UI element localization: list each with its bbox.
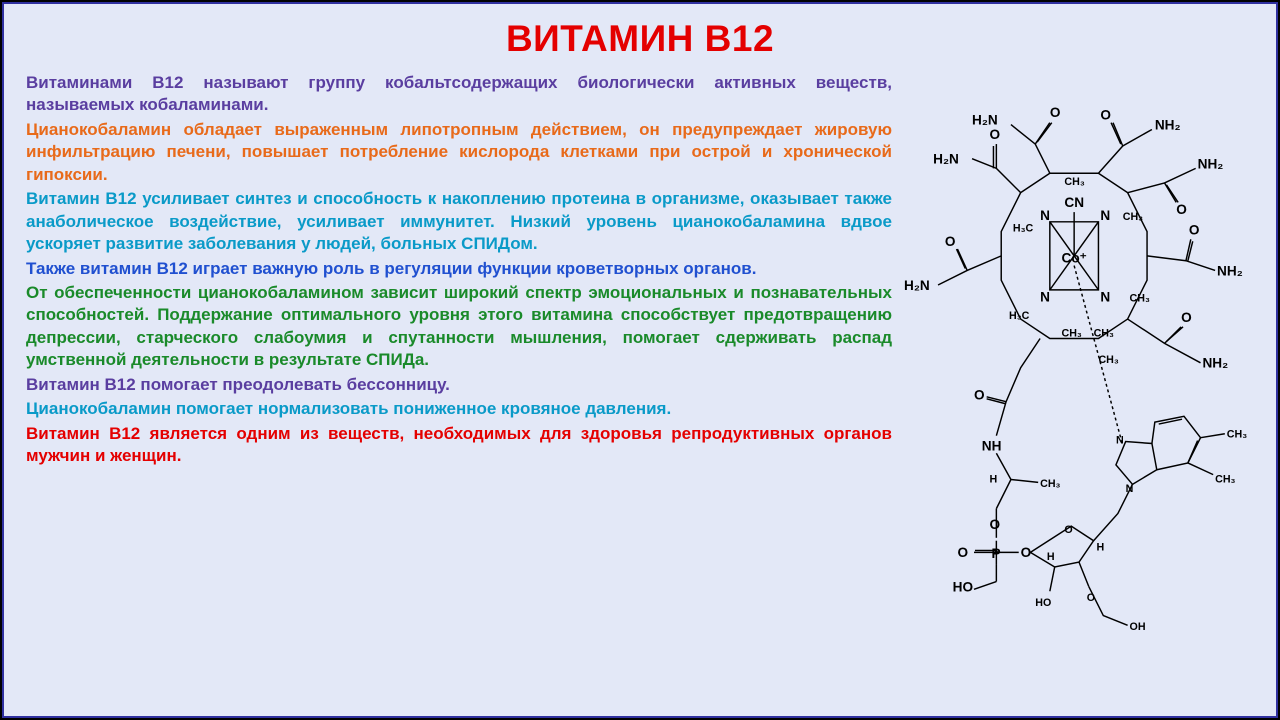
content-row: Витаминами В12 называют группу кобальтсо…: [26, 72, 1254, 706]
page-title: ВИТАМИН В12: [26, 18, 1254, 60]
group-CH3: CH₃: [1094, 328, 1114, 340]
atom-O: O: [945, 234, 956, 249]
paragraph: Витамин В12 усиливает синтез и способнос…: [26, 188, 892, 255]
group-NH2: NH₂: [1155, 117, 1181, 132]
paragraph: Витамин В12 помогает преодолевать бессон…: [26, 374, 892, 396]
group-CH3: CH₃: [1123, 211, 1143, 223]
group-CH3: CH₃: [1130, 293, 1150, 305]
group-HO: HO: [953, 579, 974, 594]
group-H2N: H₂N: [933, 151, 959, 166]
group-H2N: H₂N: [904, 278, 930, 293]
group-H2N: H₂N: [972, 113, 998, 128]
paragraph: Витаминами В12 называют группу кобальтсо…: [26, 72, 892, 117]
atom-N: N: [1040, 290, 1050, 305]
chemical-structure-diagram: N N N N Co⁺ CN H₂N O: [904, 72, 1254, 706]
atom-O: O: [1181, 310, 1192, 325]
atom-O: O: [1189, 222, 1200, 237]
group-NH2: NH₂: [1198, 156, 1224, 171]
group-H3C: H₃C: [1013, 223, 1034, 235]
group-NH2: NH₂: [1202, 356, 1228, 371]
atom-H: H: [1047, 551, 1055, 563]
paragraph: Также витамин В12 играет важную роль в р…: [26, 258, 892, 280]
paragraph: Витамин В12 является одним из веществ, н…: [26, 423, 892, 468]
atom-N: N: [1100, 208, 1110, 223]
group-CH3: CH₃: [1064, 176, 1084, 188]
group-NH2: NH₂: [1217, 263, 1243, 278]
group-H3C: H₃C: [1009, 310, 1030, 322]
atom-H: H: [1096, 541, 1104, 553]
group-CH3: CH₃: [1062, 328, 1082, 340]
atom-O: O: [990, 127, 1001, 142]
text-column: Витаминами В12 называют группу кобальтсо…: [26, 72, 892, 706]
slide-page: ВИТАМИН В12 Витаминами В12 называют груп…: [2, 2, 1278, 718]
paragraph: Цианокобаламин обладает выраженным липот…: [26, 119, 892, 186]
ligand-CN: CN: [1064, 195, 1084, 210]
atom-O: O: [1100, 108, 1111, 123]
atom-O: O: [1064, 524, 1072, 536]
group-CH3: CH₃: [1227, 429, 1247, 441]
atom-P: P: [992, 546, 1001, 561]
atom-H: H: [990, 473, 998, 485]
atom-N: N: [1040, 208, 1050, 223]
paragraph: Цианокобаламин помогает нормализовать по…: [26, 398, 892, 420]
atom-O: O: [1050, 105, 1061, 120]
atom-O: O: [974, 388, 985, 403]
atom-N: N: [1100, 290, 1110, 305]
group-CH3: CH₃: [1040, 478, 1060, 490]
paragraph: От обеспеченности цианокобаламином завис…: [26, 282, 892, 372]
atom-N: N: [1126, 483, 1134, 495]
atom-O: O: [957, 545, 968, 560]
atom-Co: Co⁺: [1062, 251, 1087, 266]
atom-O: O: [1176, 202, 1187, 217]
group-NH: NH: [982, 438, 1002, 453]
group-HO: HO: [1035, 597, 1051, 609]
group-CH3: CH₃: [1098, 354, 1118, 366]
atom-O: O: [990, 517, 1001, 532]
group-OH: OH: [1130, 621, 1146, 633]
group-CH3: CH₃: [1215, 473, 1235, 485]
cobalamin-svg: N N N N Co⁺ CN H₂N O: [904, 76, 1254, 698]
